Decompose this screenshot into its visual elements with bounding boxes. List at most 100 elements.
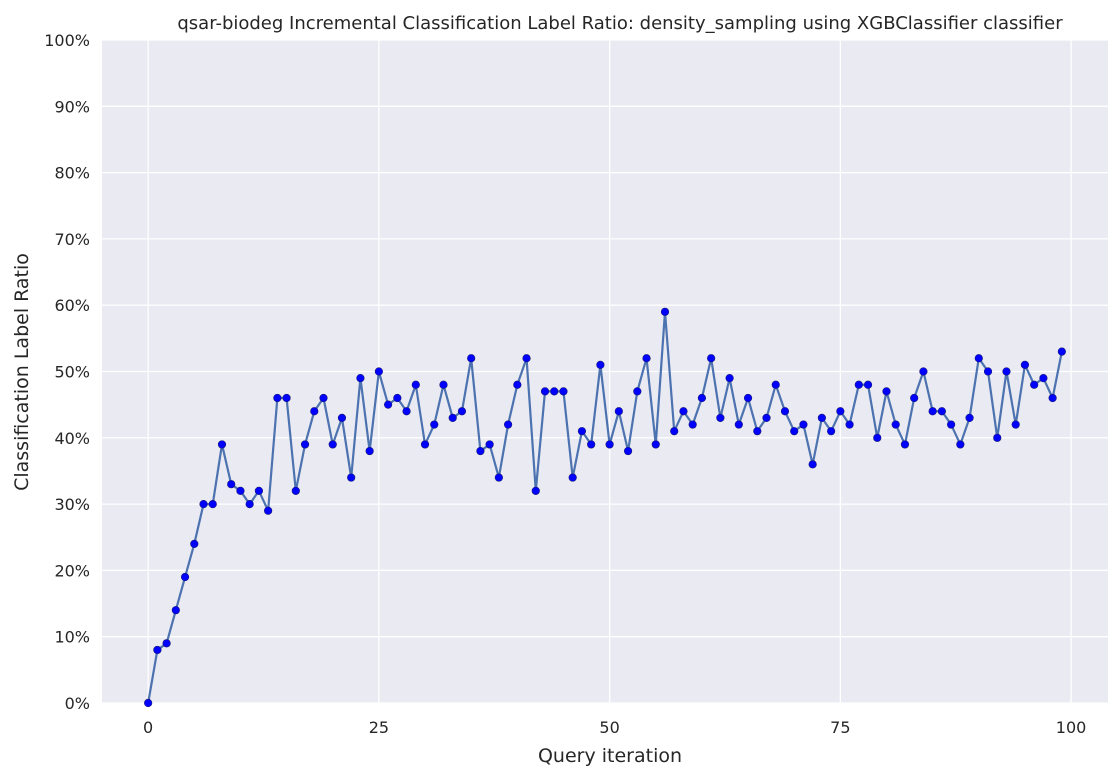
data-point (254, 486, 263, 495)
data-point (716, 413, 725, 423)
data-point (356, 374, 365, 383)
data-point (550, 387, 559, 396)
data-point (1002, 367, 1011, 376)
data-point (337, 413, 347, 423)
data-point (863, 380, 873, 389)
data-point (1011, 420, 1020, 429)
data-point (402, 407, 411, 416)
x-tick-label: 25 (369, 718, 389, 737)
data-point (983, 367, 993, 376)
y-tick-label: 50% (54, 363, 90, 382)
data-point (1039, 374, 1048, 383)
y-tick-label: 100% (44, 31, 90, 50)
data-point (448, 413, 457, 423)
y-tick-label: 70% (54, 230, 90, 249)
data-point (503, 420, 513, 429)
data-point (651, 440, 660, 449)
data-point (873, 433, 882, 442)
series-line (147, 310, 1063, 704)
data-point (633, 387, 642, 396)
data-point (217, 440, 227, 449)
data-point (300, 440, 310, 449)
x-tick-label: 50 (599, 718, 619, 737)
data-point (587, 440, 596, 449)
data-point (817, 413, 826, 423)
data-point (273, 393, 282, 403)
y-tick-label: 80% (54, 164, 90, 183)
data-point (614, 407, 623, 416)
data-point (845, 420, 854, 429)
data-point (180, 572, 190, 582)
data-point (679, 407, 688, 416)
data-point (900, 440, 910, 449)
y-tick-label: 40% (54, 429, 90, 448)
y-tick-label: 60% (54, 296, 90, 315)
data-point (1030, 380, 1039, 389)
data-point (171, 606, 180, 615)
data-point (282, 393, 291, 403)
data-point (577, 427, 587, 436)
series-layer (144, 307, 1066, 708)
data-point (882, 387, 891, 396)
data-point (476, 446, 485, 456)
data-point (374, 367, 383, 376)
data-point (144, 698, 153, 708)
data-point (208, 500, 217, 509)
data-point (836, 407, 845, 416)
data-point (1048, 393, 1057, 403)
data-point (965, 413, 974, 423)
x-tick-labels: 0 25 50 75 100 (143, 718, 1086, 737)
data-point (568, 473, 577, 482)
data-point (799, 420, 808, 429)
data-point (347, 473, 356, 482)
data-point (328, 440, 337, 449)
data-point (605, 440, 614, 449)
data-point (780, 407, 790, 416)
grid (102, 39, 1108, 704)
data-point (790, 427, 799, 436)
data-point (264, 506, 273, 515)
data-point (596, 360, 605, 369)
x-axis-label: Query iteration (538, 745, 682, 767)
y-tick-label: 0% (65, 694, 90, 713)
data-point (430, 420, 439, 429)
data-point (670, 427, 679, 436)
data-point (485, 440, 494, 449)
data-point (522, 354, 531, 363)
data-point (743, 393, 753, 403)
data-point (928, 407, 937, 416)
y-tick-labels: 0% 10% 20% 30% 40% 50% 60% 70% 80% 90% 100% (44, 31, 90, 713)
data-point (1057, 347, 1066, 356)
data-point (854, 380, 863, 389)
data-point (540, 387, 550, 396)
data-point (762, 413, 771, 423)
data-point (919, 367, 928, 376)
data-point (910, 393, 919, 403)
data-point (697, 393, 707, 403)
data-point (236, 486, 245, 495)
data-point (993, 433, 1002, 442)
x-tick-label: 0 (143, 718, 153, 737)
y-tick-label: 20% (54, 561, 90, 580)
data-point (1020, 360, 1030, 369)
x-tick-label: 100 (1056, 718, 1087, 737)
data-point (623, 446, 633, 456)
data-point (753, 427, 762, 436)
data-point (319, 393, 328, 403)
data-point (393, 393, 402, 403)
data-point (365, 446, 374, 456)
data-point (494, 473, 503, 482)
data-point (956, 440, 965, 449)
chart-title: qsar-biodeg Incremental Classification L… (177, 13, 1063, 34)
data-point (725, 374, 734, 383)
data-point (199, 500, 208, 509)
data-point (974, 354, 983, 363)
y-tick-label: 10% (54, 628, 90, 647)
data-point (457, 407, 467, 416)
data-point (707, 354, 716, 363)
data-point (291, 486, 300, 495)
data-point (937, 407, 946, 416)
data-point (660, 307, 670, 316)
data-point (310, 407, 319, 416)
